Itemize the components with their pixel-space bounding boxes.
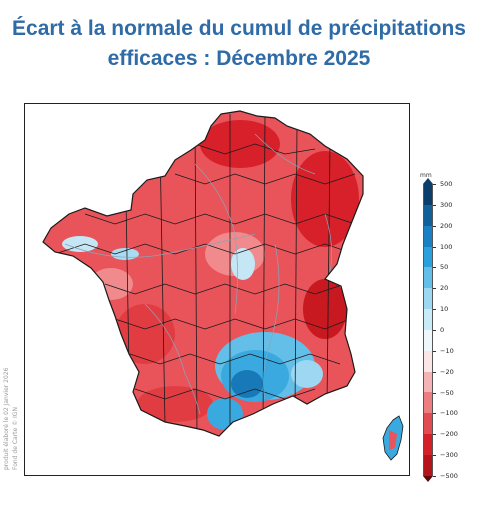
corsica xyxy=(382,415,404,461)
legend-swatch xyxy=(423,184,433,205)
legend-tick-label: 500 xyxy=(440,180,453,188)
legend-swatch xyxy=(423,329,433,351)
credit-basemap: Fond de Carte © IGN xyxy=(12,407,19,470)
deficit-north xyxy=(200,120,280,168)
legend-tick-mark xyxy=(433,476,436,477)
legend-tick-mark xyxy=(433,434,436,436)
excess-strong-gard xyxy=(231,370,263,398)
legend-swatch xyxy=(423,225,433,247)
legend-tick-label: 0 xyxy=(440,326,445,334)
legend-tick-label: 20 xyxy=(440,284,449,293)
legend-unit: mm xyxy=(420,172,432,179)
excess-roussillon xyxy=(207,398,243,430)
legend-max-arrow xyxy=(423,178,433,184)
legend-tick-mark xyxy=(433,455,436,457)
legend-tick-mark xyxy=(433,204,436,206)
deficit-alps xyxy=(303,279,347,339)
legend-swatch xyxy=(423,434,433,455)
legend-swatch xyxy=(423,309,433,330)
legend-tick-mark xyxy=(433,225,436,227)
legend-tick-label: 200 xyxy=(440,221,453,230)
department-borders xyxy=(54,113,356,435)
legend-color-bar xyxy=(423,184,433,476)
legend: mm 500 300 200 100 50 20 10 0 −10 −20 −50 −100 −200−… xyxy=(420,172,478,482)
legend-swatch xyxy=(423,246,433,268)
legend-swatch xyxy=(423,413,433,435)
legend-tick-label: −200 xyxy=(440,430,458,439)
legend-tick-label: 100 xyxy=(440,242,453,251)
legend-tick-label: −100 xyxy=(440,409,458,418)
map-title-line2: efficaces : Décembre 2025 xyxy=(107,47,371,70)
map-title: Écart à la normale du cumul de précipita… xyxy=(0,14,478,74)
map-title-line1: Écart à la normale du cumul de précipita… xyxy=(12,17,466,40)
legend-min-arrow xyxy=(423,476,433,482)
normal-center xyxy=(231,248,255,280)
normal-brittany xyxy=(62,236,98,252)
legend-tick-label: 50 xyxy=(440,263,449,272)
legend-swatch xyxy=(423,392,433,414)
legend-swatch xyxy=(423,371,433,393)
legend-tick-mark xyxy=(433,267,436,269)
excess-provence xyxy=(291,360,323,388)
legend-tick-mark xyxy=(433,392,436,394)
legend-tick-mark xyxy=(433,330,436,331)
legend-tick-mark xyxy=(433,371,436,373)
legend-swatch xyxy=(423,267,433,289)
legend-tick-label: −300 xyxy=(440,451,458,460)
legend-swatch xyxy=(423,454,433,476)
deficit-northeast xyxy=(291,151,359,247)
france-precipitation-map xyxy=(42,110,404,461)
map-frame xyxy=(24,103,410,476)
legend-tick-mark xyxy=(433,246,436,248)
legend-swatch xyxy=(423,350,433,372)
rivers xyxy=(64,133,332,415)
legend-tick-mark xyxy=(433,288,436,290)
credit-product: produit élaboré le 02 Janvier 2026 xyxy=(3,367,10,470)
legend-tick-label: −500 xyxy=(440,472,458,480)
legend-tick-mark xyxy=(433,309,436,311)
legend-tick-mark xyxy=(433,184,436,185)
legend-tick-label: −50 xyxy=(440,388,454,397)
legend-tick-label: 10 xyxy=(440,305,449,314)
legend-tick-mark xyxy=(433,350,436,352)
legend-swatch xyxy=(423,204,433,226)
legend-swatch xyxy=(423,288,433,310)
deficit-southwest xyxy=(115,304,175,364)
legend-tick-mark xyxy=(433,413,436,415)
legend-tick-label: 300 xyxy=(440,200,453,209)
legend-tick-label: −20 xyxy=(440,367,454,376)
legend-tick-label: −10 xyxy=(440,346,454,355)
